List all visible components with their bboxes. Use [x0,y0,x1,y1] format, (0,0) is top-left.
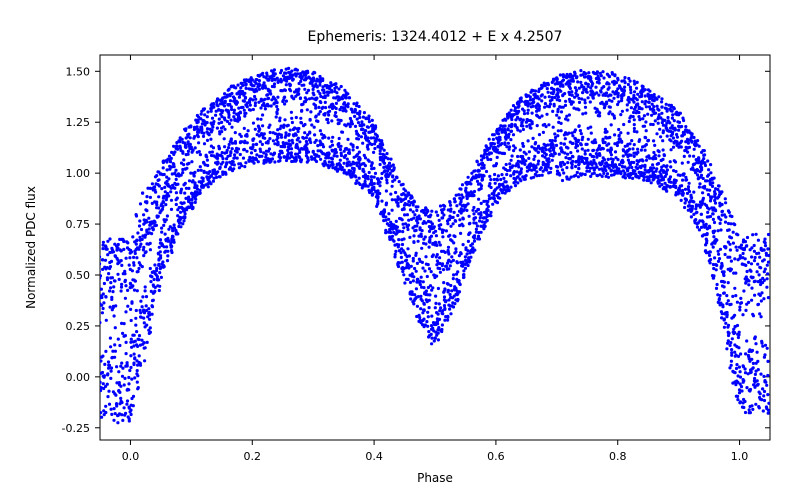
y-tick-label: 0.25 [66,320,91,333]
x-tick-label: 0.2 [244,450,262,463]
y-tick-label: 0.00 [66,371,91,384]
y-tick-label: 0.75 [66,218,91,231]
y-tick-label: -0.25 [62,422,90,435]
phase-flux-chart: 0.0 0.2 0.4 0.6 0.8 1.0 -0.25 0.00 0.25 0.50 0.75… [0,0,800,500]
x-tick-label: 0.8 [609,450,627,463]
y-tick-label: 0.50 [66,269,91,282]
x-tick-label: 0.0 [122,450,140,463]
x-axis-label: Phase [417,471,453,485]
x-tick-label: 0.4 [365,450,383,463]
y-tick-label: 1.25 [66,116,91,129]
y-tick-label: 1.00 [66,167,91,180]
chart-svg: 0.0 0.2 0.4 0.6 0.8 1.0 -0.25 0.00 0.25 0.50 0.75… [0,0,800,500]
y-axis-label: Normalized PDC flux [24,186,38,309]
chart-title: Ephemeris: 1324.4012 + E x 4.2507 [308,29,563,45]
x-tick-label: 1.0 [731,450,749,463]
y-tick-label: 1.50 [66,65,91,78]
x-tick-label: 0.6 [487,450,505,463]
